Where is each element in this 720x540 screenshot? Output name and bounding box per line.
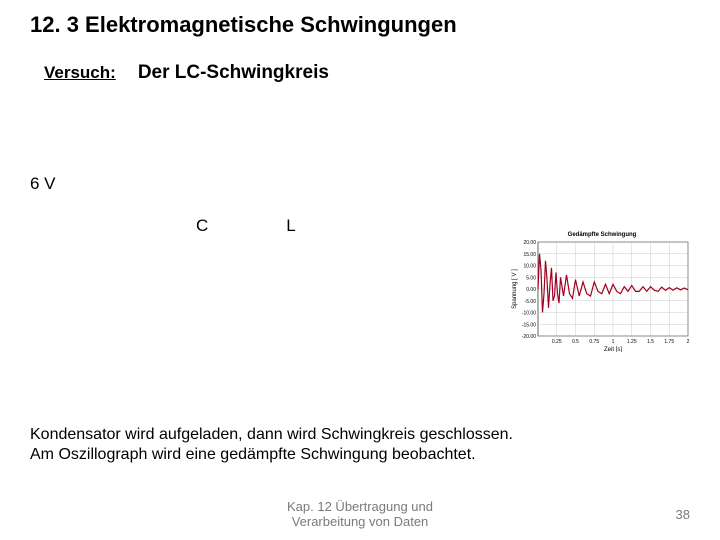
svg-text:-20.00: -20.00 xyxy=(522,334,536,340)
svg-text:2: 2 xyxy=(687,339,690,345)
footer-line-1: Kap. 12 Übertragung und xyxy=(0,499,720,515)
description: Kondensator wird aufgeladen, dann wird S… xyxy=(30,425,513,465)
svg-text:Zeit [s]: Zeit [s] xyxy=(604,347,622,352)
svg-text:0.75: 0.75 xyxy=(589,339,599,345)
inductor-label: L xyxy=(286,216,295,236)
svg-text:0.00: 0.00 xyxy=(526,287,536,293)
svg-text:0.25: 0.25 xyxy=(552,339,562,345)
voltage-label: 6 V xyxy=(30,174,700,194)
svg-text:1.25: 1.25 xyxy=(627,339,637,345)
lc-subtitle: Der LC-Schwingkreis xyxy=(138,62,329,84)
svg-text:1.5: 1.5 xyxy=(647,339,654,345)
svg-text:20.00: 20.00 xyxy=(523,240,536,246)
desc-line-2: Am Oszillograph wird eine gedämpfte Schw… xyxy=(30,445,513,465)
slide-page: 12. 3 Elektromagnetische Schwingungen Ve… xyxy=(0,0,720,540)
svg-text:15.00: 15.00 xyxy=(523,252,536,258)
footer-line-2: Verarbeitung von Daten xyxy=(0,514,720,530)
footer: Kap. 12 Übertragung und Verarbeitung von… xyxy=(0,499,720,530)
svg-text:10.00: 10.00 xyxy=(523,264,536,270)
versuch-label: Versuch: xyxy=(44,63,116,83)
svg-text:5.00: 5.00 xyxy=(526,275,536,281)
capacitor-label: C xyxy=(196,216,208,236)
svg-text:0.5: 0.5 xyxy=(572,339,579,345)
page-number: 38 xyxy=(676,507,690,522)
oscillation-chart: Gedämpfte Schwingung 20.0015.0010.005.00… xyxy=(510,232,694,352)
svg-text:-5.00: -5.00 xyxy=(525,299,537,305)
desc-line-1: Kondensator wird aufgeladen, dann wird S… xyxy=(30,425,513,445)
svg-text:1: 1 xyxy=(612,339,615,345)
svg-text:1.75: 1.75 xyxy=(664,339,674,345)
svg-text:Spannung [ V ]: Spannung [ V ] xyxy=(512,269,518,309)
subtitle-row: Versuch: Der LC-Schwingkreis xyxy=(30,62,700,84)
svg-text:-15.00: -15.00 xyxy=(522,322,536,328)
svg-text:-10.00: -10.00 xyxy=(522,311,536,317)
page-title: 12. 3 Elektromagnetische Schwingungen xyxy=(30,12,700,38)
chart-title: Gedämpfte Schwingung xyxy=(510,232,694,238)
chart-svg: 20.00 15.00 10.00 5.00 0.00 -5.00 -10.00 -15.00… xyxy=(510,240,694,352)
